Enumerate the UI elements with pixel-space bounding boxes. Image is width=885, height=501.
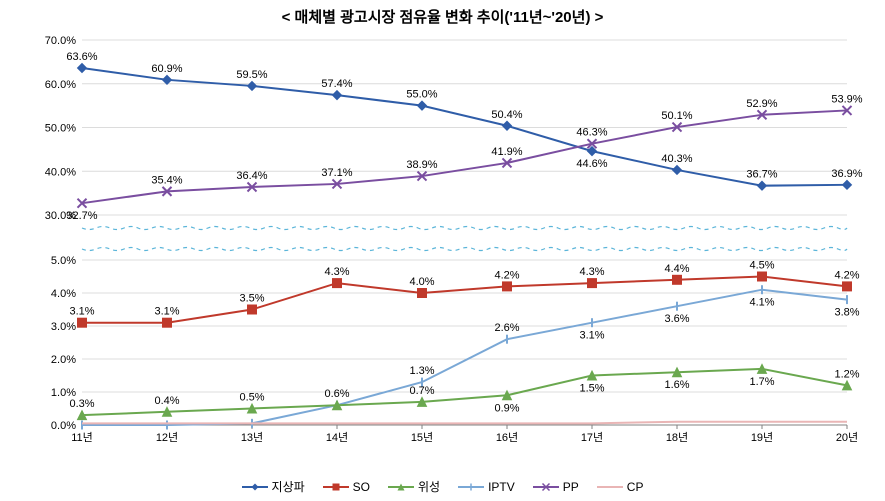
x-tick-label: 14년	[326, 431, 348, 444]
data-label: 60.9%	[151, 63, 182, 75]
data-label: 0.9%	[494, 402, 519, 414]
x-tick-label: 19년	[751, 431, 773, 444]
data-label: 38.9%	[406, 159, 437, 171]
x-tick-label: 20년	[836, 431, 858, 444]
legend-item-위성: 위성	[388, 478, 440, 495]
y-tick-label: 70.0%	[45, 35, 76, 47]
x-tick-label: 18년	[666, 431, 688, 444]
data-label: 4.1%	[749, 297, 774, 309]
legend-item-지상파: 지상파	[242, 478, 305, 495]
y-tick-label: 4.0%	[51, 288, 76, 300]
data-label: 41.9%	[491, 146, 522, 158]
series-SO	[82, 277, 847, 323]
legend-label: 지상파	[272, 478, 305, 495]
data-label: 0.6%	[324, 388, 349, 400]
legend-label: CP	[627, 480, 644, 494]
legend-item-SO: SO	[323, 478, 370, 495]
x-tick-label: 15년	[411, 431, 433, 444]
data-label: 1.2%	[834, 368, 859, 380]
series-지상파	[82, 68, 847, 186]
data-label: 53.9%	[831, 93, 862, 105]
data-label: 50.4%	[491, 109, 522, 121]
legend-label: SO	[353, 480, 370, 494]
data-label: 3.1%	[69, 306, 94, 318]
data-label: 1.5%	[579, 383, 604, 395]
data-label: 32.7%	[66, 210, 97, 222]
data-label: 46.3%	[576, 127, 607, 139]
data-label: 63.6%	[66, 51, 97, 63]
data-label: 40.3%	[661, 153, 692, 165]
data-label: 52.9%	[746, 98, 777, 110]
data-label: 0.7%	[409, 385, 434, 397]
data-label: 3.1%	[154, 306, 179, 318]
chart-title: < 매체별 광고시장 점유율 변화 추이('11년~'20년) >	[0, 0, 885, 27]
y-tick-label: 3.0%	[51, 321, 76, 333]
axis-break	[82, 248, 847, 251]
data-label: 2.6%	[494, 322, 519, 334]
data-label: 0.3%	[69, 398, 94, 410]
chart-container: 11년12년13년14년15년16년17년18년19년20년30.0%40.0%…	[30, 30, 865, 455]
x-tick-label: 13년	[241, 431, 263, 444]
data-label: 3.8%	[834, 307, 859, 319]
data-label: 36.9%	[831, 168, 862, 180]
data-label: 1.7%	[749, 376, 774, 388]
data-label: 1.3%	[409, 365, 434, 377]
series-CP	[82, 422, 847, 424]
x-tick-label: 17년	[581, 431, 603, 444]
series-PP	[82, 110, 847, 203]
data-label: 0.4%	[154, 395, 179, 407]
data-label: 4.2%	[494, 269, 519, 281]
data-label: 3.6%	[664, 313, 689, 325]
x-tick-label: 16년	[496, 431, 518, 444]
data-label: 4.2%	[834, 269, 859, 281]
x-tick-label: 11년	[71, 431, 93, 444]
data-label: 57.4%	[321, 78, 352, 90]
legend-label: PP	[563, 480, 579, 494]
legend-item-IPTV: IPTV	[458, 478, 515, 495]
data-label: 1.6%	[664, 379, 689, 391]
legend-label: 위성	[418, 478, 440, 495]
x-tick-label: 12년	[156, 431, 178, 444]
y-tick-label: 40.0%	[45, 166, 76, 178]
data-label: 50.1%	[661, 110, 692, 122]
y-tick-label: 0.0%	[51, 420, 76, 432]
y-tick-label: 60.0%	[45, 79, 76, 91]
legend-label: IPTV	[488, 480, 515, 494]
data-label: 55.0%	[406, 89, 437, 101]
y-tick-label: 5.0%	[51, 255, 76, 267]
data-label: 3.1%	[579, 330, 604, 342]
axis-break	[82, 227, 847, 230]
legend-item-PP: PP	[533, 478, 579, 495]
y-tick-label: 50.0%	[45, 123, 76, 135]
data-label: 4.3%	[579, 266, 604, 278]
data-label: 3.5%	[239, 293, 264, 305]
data-label: 0.5%	[239, 392, 264, 404]
series-IPTV	[82, 290, 847, 425]
data-label: 4.0%	[409, 276, 434, 288]
data-label: 37.1%	[321, 167, 352, 179]
data-label: 35.4%	[151, 174, 182, 186]
chart-svg: 11년12년13년14년15년16년17년18년19년20년30.0%40.0%…	[30, 30, 865, 455]
legend: 지상파 SO 위성 IPTV PP CP	[0, 478, 885, 495]
data-label: 36.7%	[746, 169, 777, 181]
data-label: 4.5%	[749, 260, 774, 272]
y-tick-label: 2.0%	[51, 354, 76, 366]
legend-item-CP: CP	[597, 478, 644, 495]
data-label: 44.6%	[576, 158, 607, 170]
data-label: 59.5%	[236, 69, 267, 81]
data-label: 4.3%	[324, 266, 349, 278]
data-label: 4.4%	[664, 263, 689, 275]
data-label: 36.4%	[236, 170, 267, 182]
